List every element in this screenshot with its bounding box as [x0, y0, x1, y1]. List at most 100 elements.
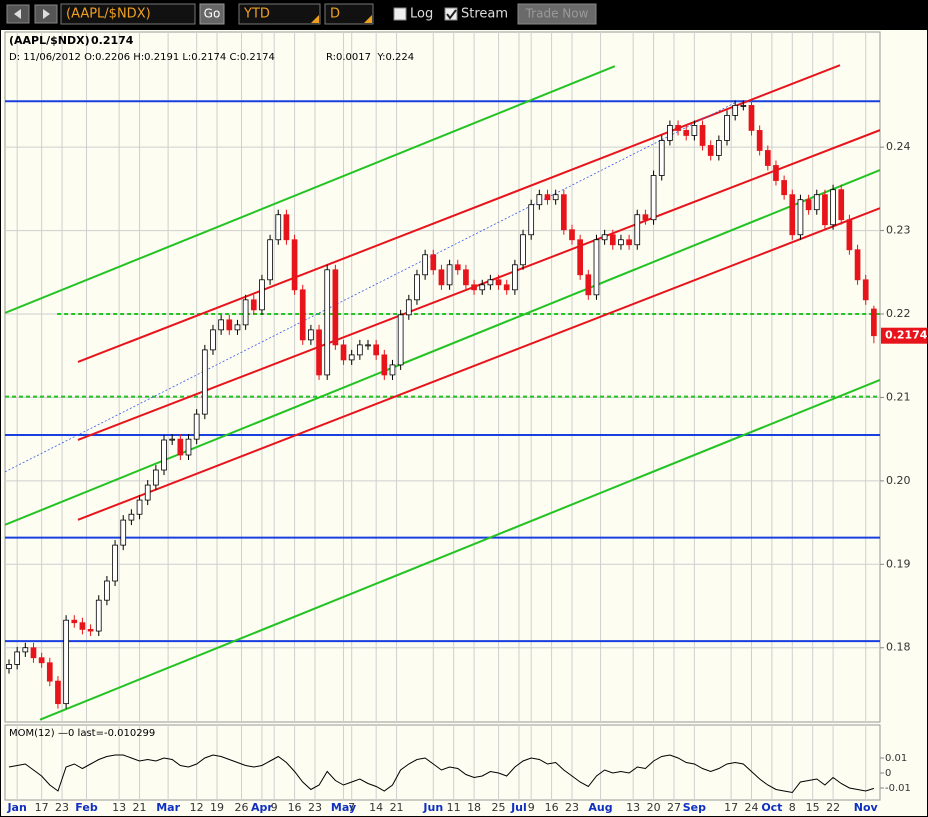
candle-body	[201, 349, 208, 415]
candle-body	[789, 194, 796, 236]
y-tick-label: 0.20	[886, 474, 911, 487]
candle-body	[275, 214, 282, 241]
candle-body	[373, 344, 380, 356]
candle-body	[650, 175, 657, 221]
stream-checkbox[interactable]	[444, 7, 458, 21]
x-tick-label: Jun	[422, 801, 443, 814]
momentum-tick-label: 0	[885, 768, 891, 779]
x-tick-label: Jul	[510, 801, 527, 814]
candle-body	[454, 264, 461, 271]
candle-body	[724, 115, 730, 141]
candle-body	[773, 165, 779, 181]
candle-body	[210, 329, 216, 351]
candle-body	[30, 647, 37, 659]
check-mark	[446, 9, 457, 20]
x-tick-label: 19	[210, 801, 224, 814]
candle-body	[838, 189, 845, 221]
momentum-area	[8, 754, 875, 794]
candle-body	[218, 319, 224, 331]
go-button[interactable]	[199, 3, 225, 25]
candle-body	[544, 194, 551, 201]
x-tick-label: 13	[626, 801, 640, 814]
x-tick-label: 9	[528, 801, 535, 814]
candle-body	[846, 219, 853, 251]
candle-body	[71, 619, 78, 624]
candle-body	[822, 194, 828, 226]
candle-body	[593, 239, 600, 296]
candle-body	[797, 199, 804, 236]
x-tick-label: 23	[308, 801, 322, 814]
symbol-input[interactable]	[60, 3, 196, 25]
x-tick-label: Nov	[854, 801, 879, 814]
candle-body	[430, 254, 437, 271]
y-tick-label: 0.21	[886, 390, 911, 403]
candle-body	[601, 234, 608, 241]
candle-body	[683, 130, 690, 136]
x-tick-label: 27	[667, 801, 681, 814]
range-text: YTD	[243, 7, 270, 22]
candle-body	[161, 439, 167, 471]
candle-body	[609, 234, 616, 246]
candle-body	[283, 214, 290, 241]
candle-body	[569, 229, 575, 241]
x-tick-label: 9	[271, 801, 278, 814]
candle-body	[495, 279, 502, 286]
candle-body	[63, 619, 69, 705]
candle-body	[463, 269, 469, 286]
x-tick-label: 20	[647, 801, 661, 814]
log-checkbox[interactable]	[393, 7, 407, 21]
x-tick-label: 17	[35, 801, 49, 814]
candle-body	[414, 274, 420, 301]
candle-body	[422, 254, 428, 276]
trend-line	[5, 169, 880, 526]
candle-body	[259, 279, 265, 311]
x-tick-label: Oct	[761, 801, 782, 814]
trade-button[interactable]	[517, 3, 597, 25]
momentum-frame	[4, 724, 881, 801]
range-select[interactable]	[238, 3, 321, 25]
candle-body	[520, 234, 526, 266]
candle-body	[830, 189, 836, 226]
x-tick-label: 15	[806, 801, 820, 814]
candle-body	[479, 284, 486, 291]
candle-body	[234, 324, 241, 331]
x-tick-label: Jan	[6, 801, 26, 814]
candle-body	[577, 239, 583, 276]
candle-body	[267, 239, 273, 281]
candle-body	[46, 662, 53, 682]
trend-line	[5, 99, 741, 473]
x-tick-label: 21	[390, 801, 404, 814]
candle-body	[471, 284, 477, 291]
interval-text: D	[330, 7, 340, 22]
candle-body	[177, 438, 184, 456]
x-tick-label: 16	[545, 801, 559, 814]
x-tick-label: 22	[826, 801, 840, 814]
candle-body	[250, 299, 257, 311]
x-tick-label: Apr	[251, 801, 273, 814]
candle-body	[675, 125, 681, 131]
y-tick-label: 0.24	[886, 140, 911, 153]
interval-select[interactable]	[324, 3, 374, 25]
candle-body	[626, 239, 632, 246]
y-tick-label: 0.18	[886, 641, 911, 654]
candle-body	[716, 140, 722, 156]
x-tick-label: 23	[565, 801, 579, 814]
x-tick-label: May	[331, 801, 356, 814]
candle-body	[136, 499, 143, 515]
x-tick-label: Feb	[75, 801, 98, 814]
candle-body	[438, 269, 445, 286]
x-tick-label: 23	[55, 801, 69, 814]
x-tick-label: 17	[724, 801, 738, 814]
x-tick-label: Aug	[588, 801, 612, 814]
candle-body	[691, 125, 698, 136]
candle-body	[348, 354, 355, 361]
candle-body	[813, 194, 820, 211]
candle-body	[805, 199, 812, 211]
x-tick-label: 11	[447, 801, 461, 814]
plot-frame	[4, 31, 881, 723]
candle-body	[193, 413, 200, 440]
momentum-line	[8, 754, 875, 794]
